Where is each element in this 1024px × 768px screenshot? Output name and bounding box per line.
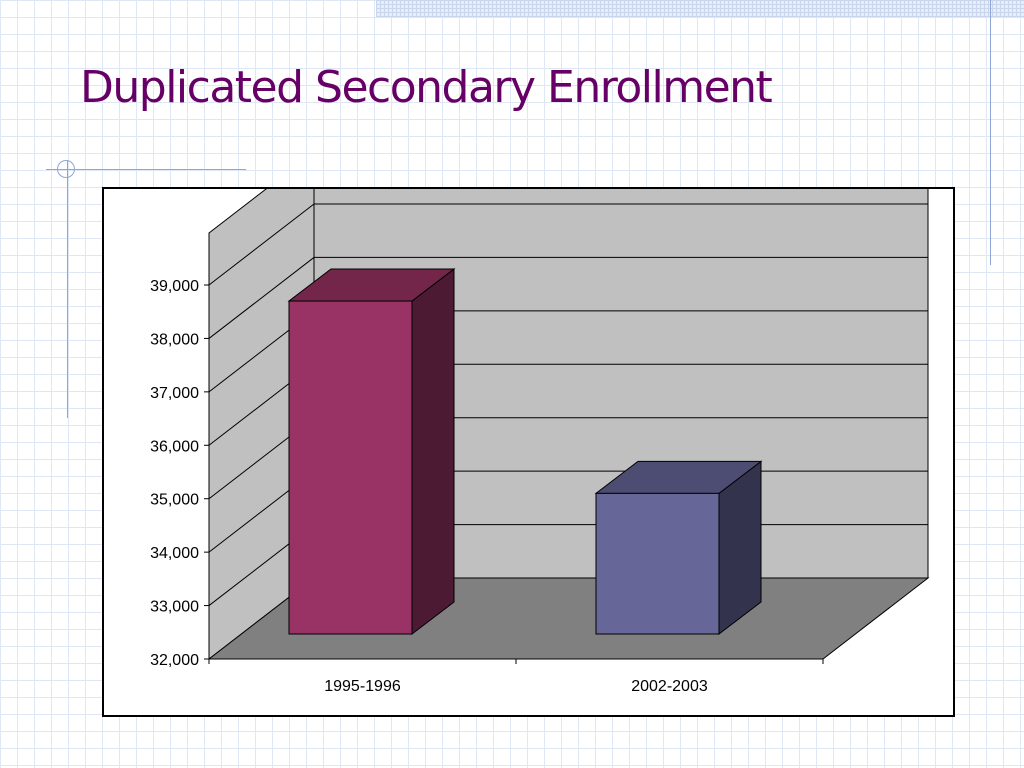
y-tick-label: 39,000 bbox=[150, 278, 199, 295]
y-tick-label: 36,000 bbox=[150, 438, 199, 455]
chart-area: 32,000 33,000 34,000 35,000 36,000 37,000 38,0… bbox=[102, 187, 955, 717]
y-tick-label: 33,000 bbox=[150, 599, 199, 616]
y-tick-label: 32,000 bbox=[150, 652, 199, 669]
decorative-circle bbox=[57, 160, 75, 178]
decorative-line bbox=[46, 169, 246, 170]
x-tick-label: 1995-1996 bbox=[324, 678, 401, 695]
y-tick-label: 37,000 bbox=[150, 385, 199, 402]
decorative-line bbox=[67, 160, 68, 418]
gridline-side bbox=[208, 257, 315, 339]
gridline-side bbox=[208, 203, 315, 286]
bar-chart: 32,000 33,000 34,000 35,000 36,000 37,000 38,0… bbox=[150, 189, 930, 695]
y-tick-label: 34,000 bbox=[150, 545, 199, 562]
y-tick-label: 35,000 bbox=[150, 492, 199, 509]
bar bbox=[595, 492, 720, 635]
x-tick-label: 2002-2003 bbox=[631, 678, 708, 695]
bar bbox=[288, 300, 413, 635]
decorative-line bbox=[990, 0, 991, 265]
y-tick-label: 38,000 bbox=[150, 331, 199, 348]
bar-side bbox=[411, 268, 455, 636]
slide-title: Duplicated Secondary Enrollment bbox=[80, 62, 773, 113]
decorative-top-band bbox=[376, 0, 1024, 17]
